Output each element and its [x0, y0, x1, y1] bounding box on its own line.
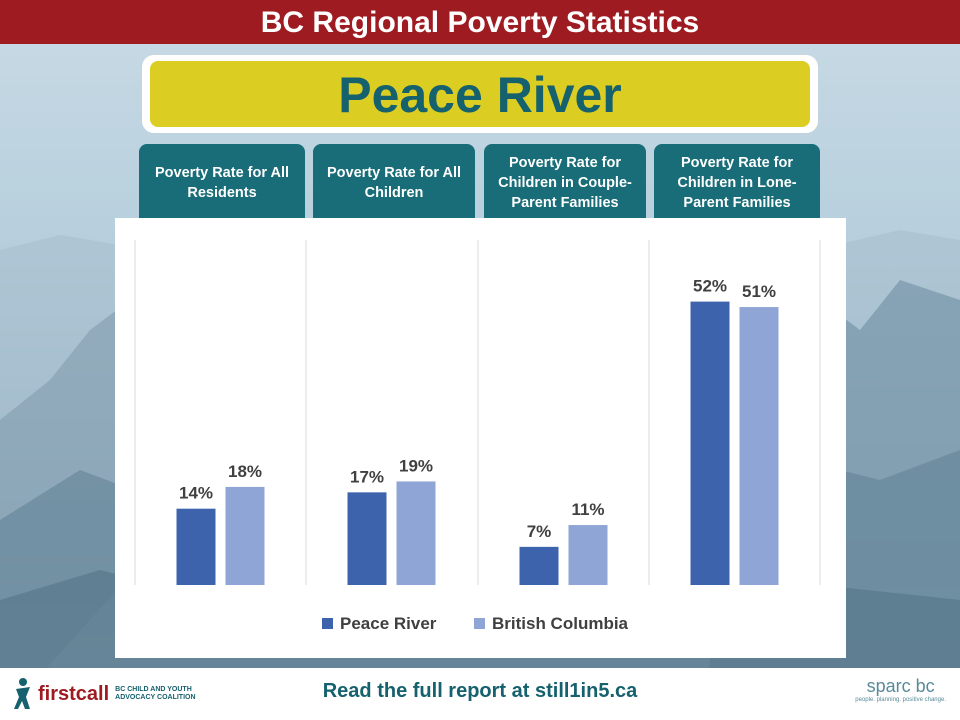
category-header-4: Poverty Rate for Children in Lone-Parent… [654, 144, 820, 222]
chart-panel: 14% 18% 17% 19% 7% 11% 52% 51% Peace River Britis… [115, 218, 846, 658]
category-header-3: Poverty Rate for Children in Couple-Pare… [484, 144, 646, 222]
region-title-box: Peace River [142, 55, 818, 133]
firstcall-logo-word: firstcall [38, 682, 110, 705]
firstcall-logo[interactable]: firstcall BC CHILD AND YOUTH ADVOCACY CO… [12, 674, 205, 714]
data-label: 7% [527, 522, 552, 541]
bar-british-columbia [225, 486, 265, 585]
child-figure-icon [14, 678, 30, 709]
bar-peace-river [519, 546, 559, 585]
bar-british-columbia [739, 307, 779, 585]
data-label: 11% [571, 500, 604, 519]
legend-label: Peace River [340, 614, 437, 633]
bar-british-columbia [396, 481, 436, 585]
data-label: 52% [693, 277, 727, 296]
category-header-2: Poverty Rate for All Children [313, 144, 475, 222]
data-label: 51% [742, 282, 776, 301]
legend-swatch [474, 618, 485, 629]
bar-peace-river [690, 301, 730, 585]
bar-chart: 14% 18% 17% 19% 7% 11% 52% 51% Peace River Britis… [134, 240, 821, 633]
data-label: 17% [350, 467, 384, 486]
sparc-bc-logo-sub: people. planning. positive change. [855, 697, 946, 703]
firstcall-logo-sub: BC CHILD AND YOUTH ADVOCACY COALITION [115, 686, 196, 701]
legend-label: British Columbia [492, 614, 629, 633]
bar-british-columbia [568, 525, 608, 585]
sparc-bc-logo[interactable]: sparc bc people. planning. positive chan… [855, 676, 946, 703]
region-title: Peace River [150, 61, 810, 127]
bar-peace-river [176, 508, 216, 585]
report-link-text[interactable]: Read the full report at still1in5.ca [322, 680, 638, 702]
sparc-bc-logo-word: sparc bc [866, 676, 935, 696]
data-label: 14% [179, 484, 213, 503]
bar-peace-river [347, 492, 387, 585]
data-label: 19% [399, 456, 433, 475]
footer: firstcall BC CHILD AND YOUTH ADVOCACY CO… [0, 668, 960, 720]
page-title: BC Regional Poverty Statistics [0, 0, 960, 44]
legend-swatch [322, 618, 333, 629]
data-label: 18% [228, 462, 262, 481]
category-header-1: Poverty Rate for All Residents [139, 144, 305, 222]
